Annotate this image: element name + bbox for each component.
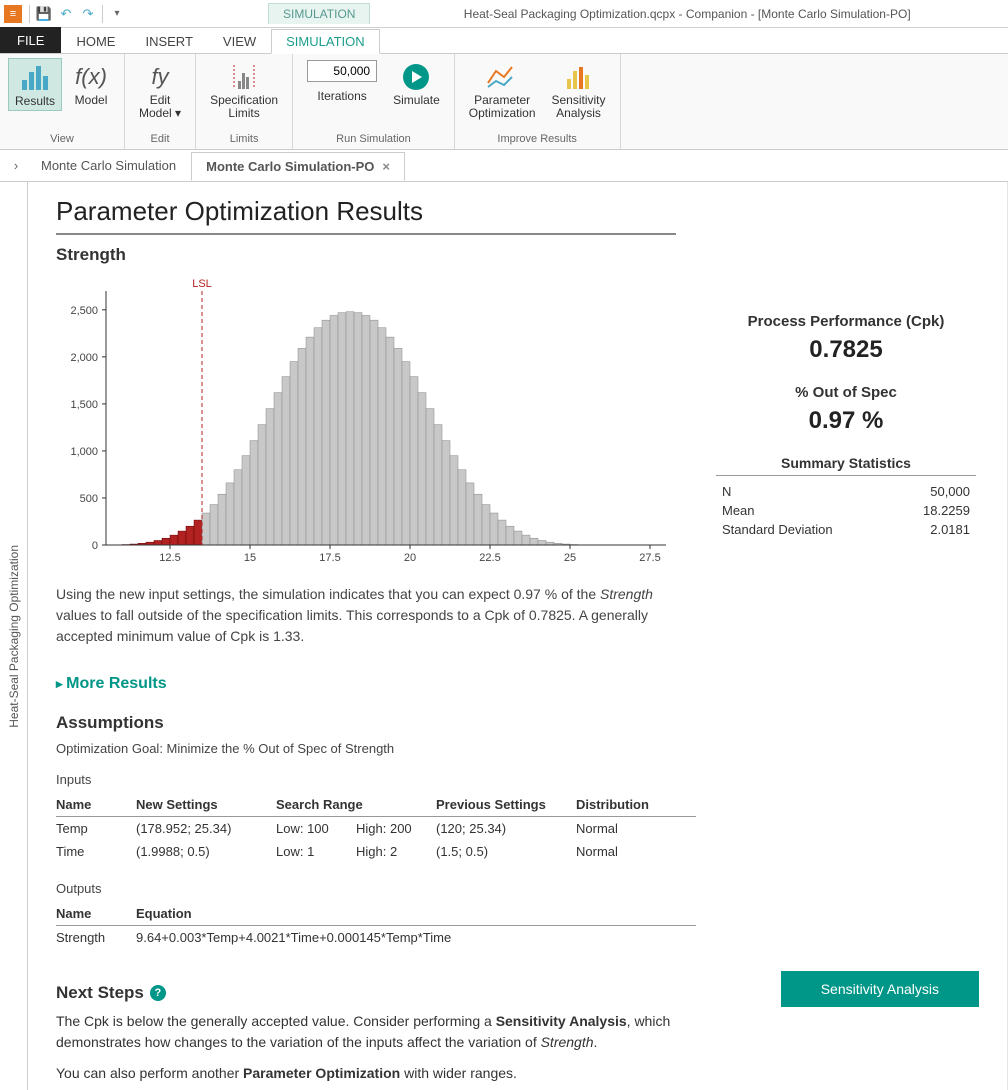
doc-tabs: › Monte Carlo Simulation Monte Carlo Sim…: [0, 150, 1008, 182]
inputs-table: Name New Settings Search Range Previous …: [56, 793, 696, 863]
edit-model-button[interactable]: fy Edit Model ▾: [133, 58, 187, 122]
spec-limits-icon: [228, 60, 260, 94]
next-steps-p1: The Cpk is below the generally accepted …: [56, 1011, 676, 1053]
sidebar-vertical[interactable]: Heat-Seal Packaging Optimization: [0, 182, 28, 1090]
expand-icon[interactable]: ›: [6, 158, 26, 173]
metrics-panel: Process Performance (Cpk) 0.7825 % Out o…: [716, 273, 976, 539]
svg-text:1,000: 1,000: [70, 446, 98, 458]
tab-simulation[interactable]: SIMULATION: [271, 29, 380, 54]
svg-text:12.5: 12.5: [159, 552, 180, 564]
inputs-label: Inputs: [56, 772, 979, 787]
play-icon: [402, 60, 430, 94]
iterations-input[interactable]: [307, 60, 377, 82]
svg-text:1,500: 1,500: [70, 399, 98, 411]
outputs-label: Outputs: [56, 881, 979, 896]
help-icon[interactable]: ?: [150, 985, 166, 1001]
svg-text:20: 20: [404, 552, 416, 564]
ribbon-tabs: FILE HOME INSERT VIEW SIMULATION: [0, 28, 1008, 54]
context-tab: SIMULATION: [268, 3, 370, 24]
page-title: Parameter Optimization Results: [56, 196, 676, 235]
histogram-icon: [20, 61, 50, 95]
iterations-group: Iterations: [301, 58, 383, 109]
doctab-1[interactable]: Monte Carlo Simulation: [26, 151, 191, 180]
ribbon: Results f(x) Model View fy Edit Model ▾ …: [0, 54, 1008, 150]
simulate-button[interactable]: Simulate: [387, 58, 446, 109]
edit-fx-icon: fy: [151, 60, 168, 94]
dropdown-icon[interactable]: ▾: [107, 4, 127, 24]
tab-view[interactable]: VIEW: [208, 29, 271, 53]
oos-value: 0.97 %: [716, 407, 976, 435]
svg-text:25: 25: [564, 552, 576, 564]
save-icon[interactable]: 💾: [34, 4, 54, 24]
optimization-goal: Optimization Goal: Minimize the % Out of…: [56, 741, 979, 756]
oos-label: % Out of Spec: [716, 384, 976, 401]
summary-stats-title: Summary Statistics: [716, 455, 976, 476]
fx-icon: f(x): [75, 60, 107, 94]
svg-text:2,500: 2,500: [70, 305, 98, 317]
sensitivity-analysis-button[interactable]: Sensitivity Analysis: [781, 971, 979, 1007]
chart-description: Using the new input settings, the simula…: [56, 584, 676, 647]
cpk-label: Process Performance (Cpk): [716, 313, 976, 330]
tab-home[interactable]: HOME: [61, 29, 130, 53]
model-button[interactable]: f(x) Model: [66, 58, 116, 111]
svg-text:500: 500: [80, 493, 98, 505]
svg-text:2,000: 2,000: [70, 352, 98, 364]
results-button[interactable]: Results: [8, 58, 62, 111]
table-row: Time(1.9988; 0.5)Low: 1High: 2(1.5; 0.5)…: [56, 840, 696, 863]
titlebar: ≡ 💾 ↶ ↷ ▾ SIMULATION Heat-Seal Packaging…: [0, 0, 1008, 28]
main: Heat-Seal Packaging Optimization Paramet…: [0, 182, 1008, 1090]
spec-limits-button[interactable]: Specification Limits: [204, 58, 284, 122]
content: Parameter Optimization Results Strength …: [28, 182, 1008, 1090]
close-icon[interactable]: ×: [382, 159, 390, 174]
window-title: Heat-Seal Packaging Optimization.qcpx - …: [370, 7, 1004, 21]
more-results-toggle[interactable]: More Results: [56, 675, 979, 693]
redo-icon[interactable]: ↷: [78, 4, 98, 24]
tab-insert[interactable]: INSERT: [130, 29, 207, 53]
svg-text:0: 0: [92, 540, 98, 552]
table-row: Strength9.64+0.003*Temp+4.0021*Time+0.00…: [56, 926, 696, 950]
table-row: Temp(178.952; 25.34)Low: 100High: 200(12…: [56, 817, 696, 841]
next-steps-title: Next Steps ?: [56, 983, 741, 1003]
param-opt-button[interactable]: Parameter Optimization: [463, 58, 542, 122]
histogram-chart: 0 500 1,000 1,500 2,000 2,500 12.5 15 17.5 20 22.5…: [56, 273, 676, 573]
outputs-table: Name Equation Strength9.64+0.003*Temp+4.…: [56, 902, 696, 949]
sensitivity-button[interactable]: Sensitivity Analysis: [546, 58, 612, 122]
chart-title: Strength: [56, 245, 979, 265]
svg-text:22.5: 22.5: [479, 552, 500, 564]
assumptions-title: Assumptions: [56, 713, 979, 733]
app-icon: ≡: [4, 5, 22, 23]
cpk-value: 0.7825: [716, 336, 976, 364]
undo-icon[interactable]: ↶: [56, 4, 76, 24]
next-steps-p2: You can also perform another Parameter O…: [56, 1063, 676, 1084]
doctab-2[interactable]: Monte Carlo Simulation-PO×: [191, 152, 405, 181]
sensitivity-icon: [563, 60, 595, 94]
param-opt-icon: [486, 60, 518, 94]
svg-text:17.5: 17.5: [319, 552, 340, 564]
svg-text:15: 15: [244, 552, 256, 564]
svg-text:27.5: 27.5: [639, 552, 660, 564]
svg-text:LSL: LSL: [192, 278, 212, 290]
tab-file[interactable]: FILE: [0, 27, 61, 53]
